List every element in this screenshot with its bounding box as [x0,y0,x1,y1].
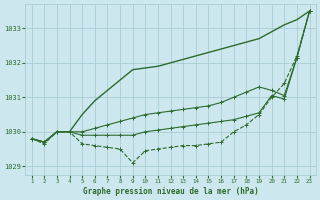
X-axis label: Graphe pression niveau de la mer (hPa): Graphe pression niveau de la mer (hPa) [83,187,259,196]
